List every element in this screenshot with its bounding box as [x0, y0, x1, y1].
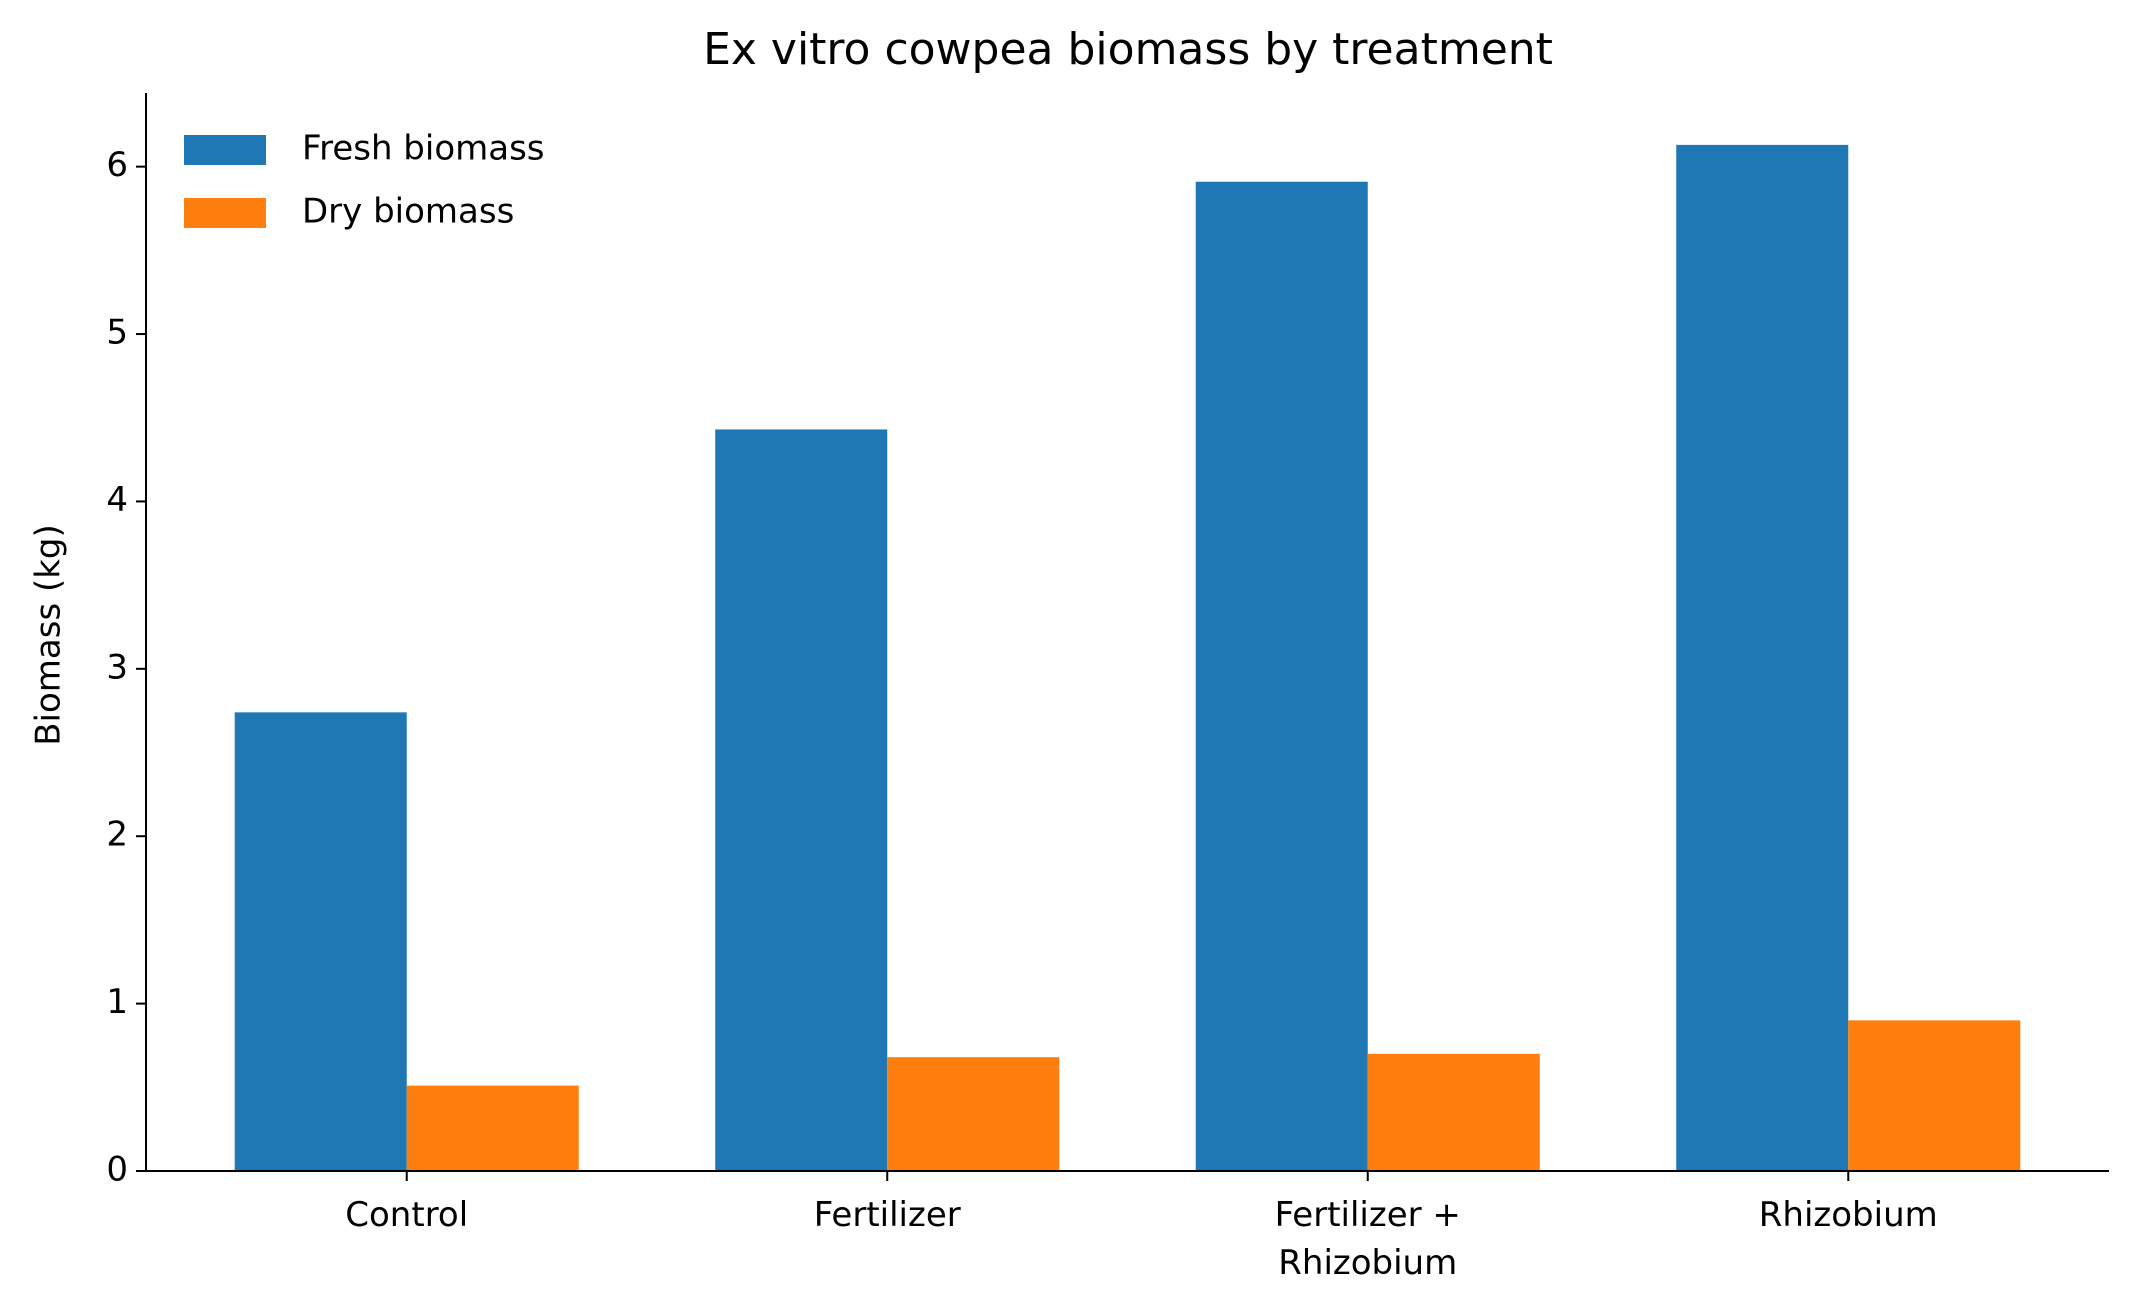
bar — [406, 1085, 579, 1171]
bar — [715, 429, 888, 1171]
y-tick-label: 2 — [106, 815, 128, 855]
bar — [1195, 181, 1368, 1171]
y-axis-label: Biomass (kg) — [29, 524, 69, 746]
y-tick-label: 6 — [106, 145, 128, 185]
y-tick-label: 4 — [106, 480, 128, 520]
x-tick-label: Fertilizer + Rhizobium — [1274, 1195, 1461, 1283]
legend-label: Dry biomass — [302, 192, 514, 232]
y-tick-label: 3 — [106, 647, 128, 687]
x-tick-label: Control — [345, 1195, 469, 1235]
bar — [887, 1057, 1060, 1171]
chart-title: Ex vitro cowpea biomass by treatment — [703, 24, 1553, 75]
legend-label: Fresh biomass — [302, 129, 545, 169]
bar — [1367, 1053, 1540, 1171]
y-tick-label: 5 — [106, 313, 128, 353]
bar — [234, 712, 407, 1171]
bar — [1676, 144, 1849, 1171]
y-tick-label: 1 — [106, 982, 128, 1022]
x-tick-label: Fertilizer — [813, 1195, 961, 1235]
x-tick-label: Rhizobium — [1758, 1195, 1938, 1235]
y-tick-label: 0 — [106, 1150, 128, 1190]
legend-swatch — [184, 135, 266, 165]
legend-swatch — [184, 198, 266, 228]
bar — [1848, 1020, 2021, 1171]
